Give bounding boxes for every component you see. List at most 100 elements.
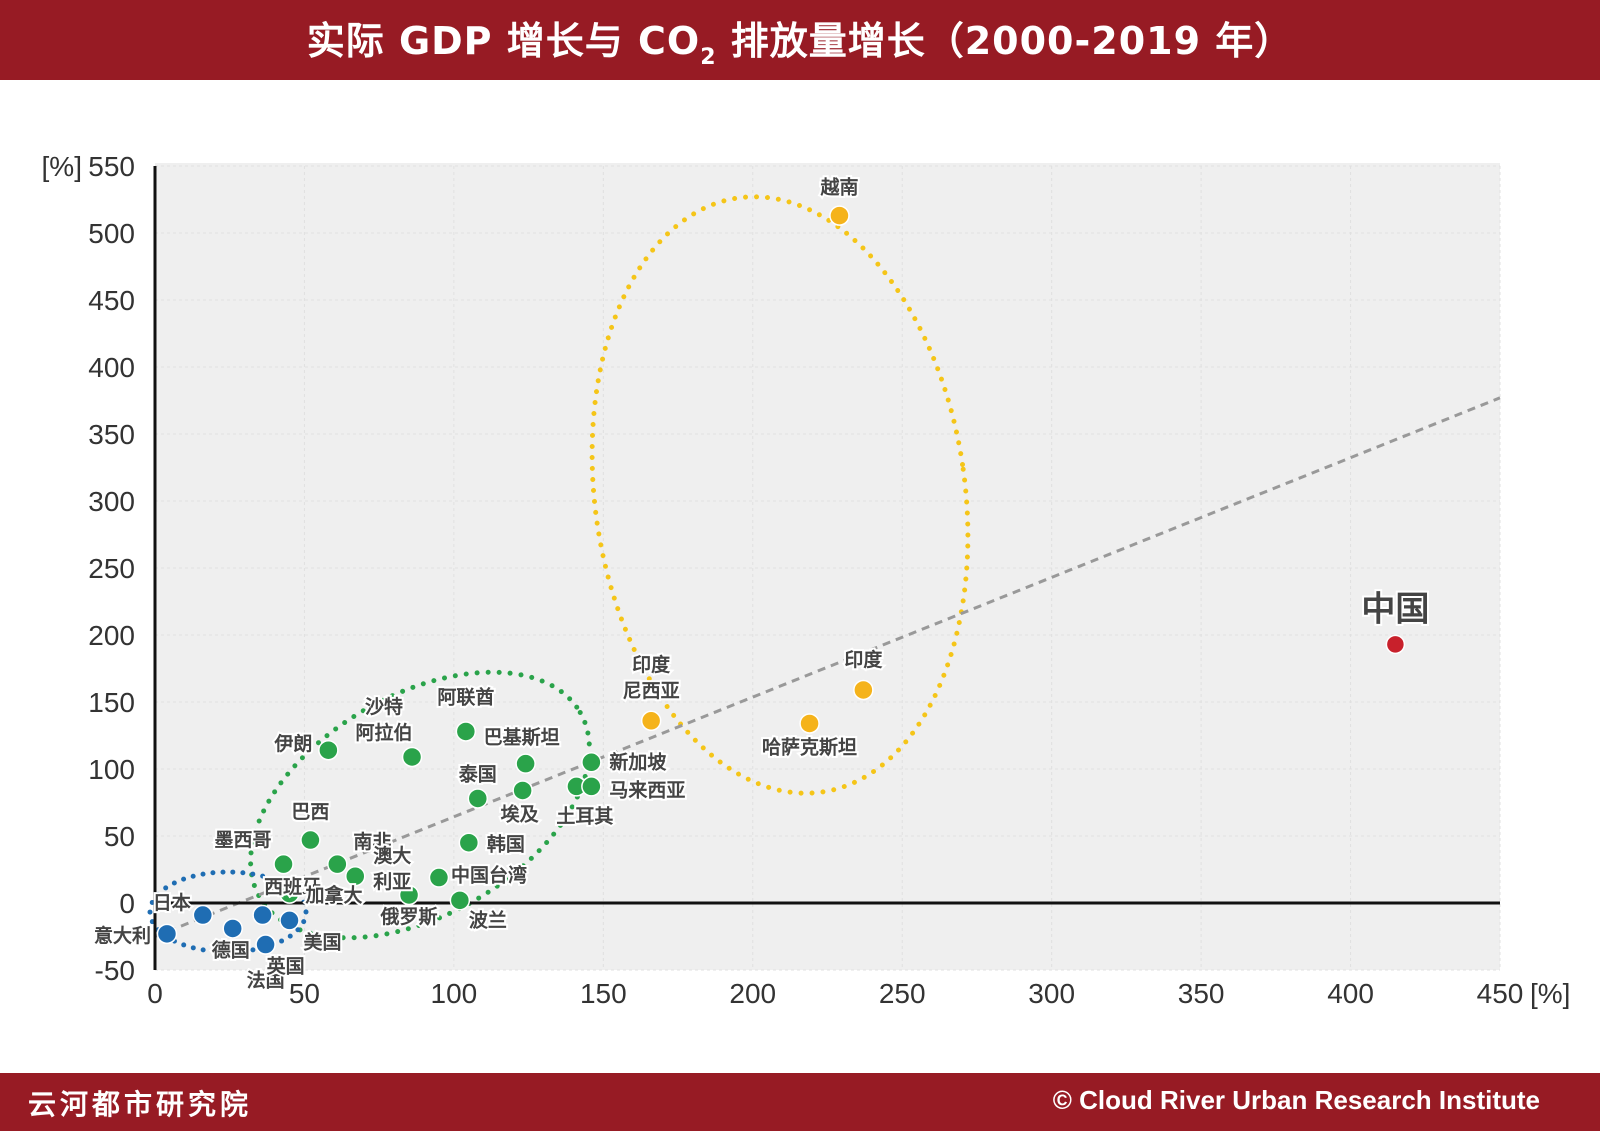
footer-org: 云河都市研究院 bbox=[28, 1088, 253, 1121]
y-tick-label: 400 bbox=[88, 352, 135, 383]
point-label: 尼西亚 bbox=[623, 680, 680, 702]
data-point-emerging bbox=[279, 883, 300, 904]
data-point-emerging bbox=[398, 884, 420, 906]
x-tick-label: 400 bbox=[1327, 978, 1374, 1009]
data-point-rapid bbox=[799, 713, 820, 734]
data-point-emerging bbox=[428, 867, 450, 888]
x-unit-label: [%] bbox=[1530, 978, 1570, 1009]
y-tick-label: -50 bbox=[95, 955, 135, 986]
point-label: 印度 bbox=[844, 648, 883, 671]
x-tick-label: 100 bbox=[431, 978, 478, 1009]
point-label: 波兰 bbox=[469, 908, 507, 931]
point-label: 英国 bbox=[267, 955, 305, 978]
x-tick-label: 200 bbox=[729, 978, 776, 1009]
point-label: 西班牙 bbox=[264, 875, 321, 898]
data-point-developed bbox=[156, 923, 178, 945]
data-point-rapid bbox=[853, 679, 874, 701]
point-label: 中国台湾 bbox=[451, 864, 527, 887]
point-label: 越南 bbox=[819, 176, 858, 199]
x-tick-label: 150 bbox=[580, 978, 627, 1009]
point-label: 阿联酋 bbox=[437, 685, 494, 708]
footer-bar: 云河都市研究院 © Cloud River Urban Research Ins… bbox=[0, 1073, 1600, 1131]
x-tick-label: 250 bbox=[879, 978, 926, 1009]
axes bbox=[153, 166, 1500, 970]
point-label: 泰国 bbox=[458, 762, 497, 785]
data-point-emerging bbox=[467, 788, 489, 809]
y-tick-label: 500 bbox=[88, 218, 135, 249]
y-tick-label: 150 bbox=[88, 687, 135, 718]
data-point-developed bbox=[252, 904, 273, 926]
data-point-emerging bbox=[512, 780, 533, 801]
data-point-emerging bbox=[401, 746, 423, 768]
point-label: 马来西亚 bbox=[609, 779, 685, 801]
point-label: 土耳其 bbox=[556, 805, 613, 827]
point-label: 巴西 bbox=[291, 801, 329, 823]
y-tick-label: 200 bbox=[88, 620, 135, 651]
point-label: 南非 bbox=[353, 831, 391, 853]
data-point-developed bbox=[279, 910, 300, 931]
cluster-outlines bbox=[147, 194, 971, 955]
x-tick-label: 300 bbox=[1028, 978, 1075, 1009]
point-label: 加拿大 bbox=[305, 884, 363, 907]
data-point-emerging bbox=[458, 832, 480, 853]
point-label: 意大利 bbox=[94, 924, 151, 947]
y-tick-label: 300 bbox=[88, 486, 135, 517]
chart-title-bar: 实际 GDP 增长与 CO2 排放量增长（2000-2019 年） bbox=[0, 0, 1600, 80]
point-label: 沙特 bbox=[365, 696, 403, 718]
x-tick-label: 350 bbox=[1178, 978, 1225, 1009]
x-tick-label: 450 bbox=[1477, 978, 1524, 1009]
point-label: 德国 bbox=[212, 938, 250, 961]
cluster-outline-developed bbox=[147, 869, 309, 955]
y-unit-label: [%] bbox=[42, 151, 82, 182]
cluster-outline-rapid bbox=[589, 194, 971, 796]
data-point-developed bbox=[255, 934, 276, 955]
y-tick-label: 550 bbox=[88, 151, 135, 182]
data-point-emerging bbox=[515, 753, 536, 774]
y-tick-label: 100 bbox=[88, 754, 135, 785]
scatter-chart: -50 0 50 100 150 200 250 300 350 400 450 500 550 0 50 1… bbox=[42, 151, 1571, 1009]
chart-title: 实际 GDP 增长与 CO2 排放量增长（2000-2019 年） bbox=[307, 10, 1294, 70]
data-point-emerging bbox=[449, 890, 471, 911]
tick-labels: -50 0 50 100 150 200 250 300 350 400 450 500 550 0 50 1… bbox=[42, 151, 1571, 1009]
point-label: 巴基斯坦 bbox=[484, 726, 560, 749]
gridlines bbox=[155, 165, 1501, 971]
data-points bbox=[156, 205, 1406, 955]
data-point-rapid bbox=[640, 710, 662, 732]
point-label: 韩国 bbox=[487, 833, 525, 856]
point-label: 埃及 bbox=[501, 802, 540, 825]
title-subscript: 2 bbox=[700, 45, 717, 70]
data-point-china bbox=[1385, 634, 1406, 655]
y-tick-label: 0 bbox=[119, 888, 135, 919]
data-point-emerging bbox=[455, 721, 477, 742]
title-text: 实际 GDP 增长与 CO bbox=[306, 19, 701, 63]
point-label: 利亚 bbox=[373, 871, 411, 893]
data-point-emerging bbox=[273, 853, 294, 875]
data-point-developed bbox=[222, 918, 243, 939]
point-label: 阿拉伯 bbox=[356, 721, 413, 744]
point-label: 新加坡 bbox=[609, 750, 667, 773]
y-tick-label: 350 bbox=[88, 419, 135, 450]
data-point-emerging bbox=[327, 853, 348, 875]
point-label: 中国 bbox=[1361, 589, 1429, 629]
y-tick-label: 250 bbox=[88, 553, 135, 584]
data-point-emerging bbox=[318, 739, 339, 761]
point-label: 日本 bbox=[153, 891, 191, 914]
y-tick-label: 50 bbox=[104, 821, 135, 852]
point-label: 法国 bbox=[247, 969, 285, 992]
point-label: 澳大 bbox=[373, 844, 411, 867]
y-tick-label: 450 bbox=[88, 285, 135, 316]
data-point-developed bbox=[192, 904, 214, 926]
point-label: 墨西哥 bbox=[215, 829, 272, 851]
footer-copyright: © Cloud River Urban Research Institute bbox=[1052, 1085, 1540, 1115]
data-point-emerging bbox=[581, 776, 602, 797]
data-point-emerging bbox=[300, 829, 321, 851]
point-label: 印度 bbox=[632, 653, 671, 676]
point-label: 哈萨克斯坦 bbox=[762, 735, 857, 758]
point-label: 俄罗斯 bbox=[380, 905, 438, 928]
x-tick-label: 0 bbox=[147, 978, 163, 1009]
data-point-emerging bbox=[345, 865, 366, 887]
cluster-outline-emerging bbox=[248, 669, 592, 941]
trend-line bbox=[154, 396, 1501, 938]
point-label: 美国 bbox=[304, 930, 342, 953]
